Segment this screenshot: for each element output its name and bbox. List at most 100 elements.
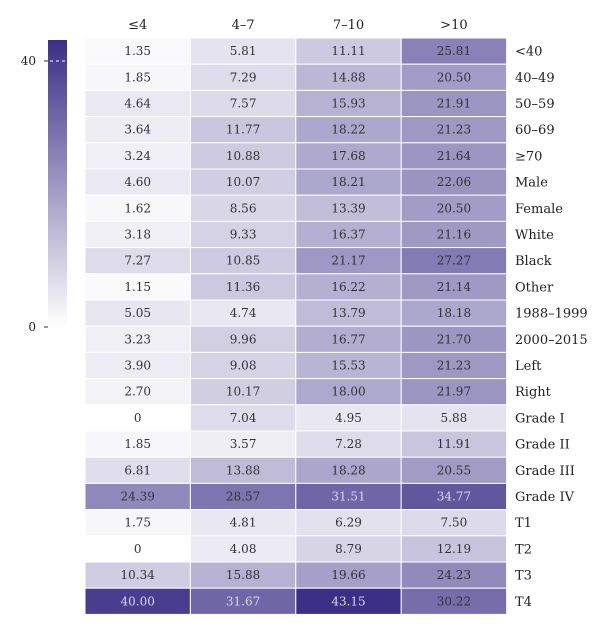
heatmap-cell [189, 63, 297, 91]
column-label: 4–7 [232, 18, 255, 33]
heatmap-cell [189, 378, 297, 406]
cell-value-label: 10.07 [226, 175, 260, 189]
row-label: Other [515, 280, 554, 295]
cell-value-label: 21.23 [437, 123, 471, 137]
cell-value-label: 6.29 [335, 516, 362, 530]
cell-value-label: 21.14 [437, 280, 472, 294]
heatmap-cell [295, 587, 402, 615]
heatmap-cell [400, 351, 508, 380]
row-label: T2 [515, 542, 532, 557]
heatmap-cell [295, 142, 402, 170]
heatmap-cell [189, 116, 297, 144]
heatmap-cell [400, 273, 508, 301]
cell-value-label: 1.85 [124, 437, 151, 451]
cell-value-label: 20.50 [437, 70, 471, 84]
cell-value-label: 0 [134, 542, 142, 556]
cell-value-label: 15.93 [331, 97, 365, 111]
row-label: Grade II [515, 438, 570, 453]
cell-value-label: 31.67 [226, 594, 260, 608]
heatmap-cell [295, 194, 402, 222]
cell-value-label: 4.08 [230, 542, 257, 556]
heatmap-cell [400, 509, 508, 537]
cell-value-label: 13.39 [331, 201, 365, 215]
heatmap-cell [400, 116, 508, 144]
heatmap-cell [295, 325, 402, 353]
heatmap-cell [84, 587, 191, 615]
colorbar-tick-label: 0 [28, 320, 36, 334]
cell-value-label: 17.68 [331, 149, 365, 163]
cell-value-label: 4.64 [124, 97, 151, 111]
cell-value-label: 43.15 [331, 594, 365, 608]
row-label: 60–69 [515, 123, 555, 138]
row-label: Left [515, 359, 542, 374]
cell-value-label: 0 [134, 411, 142, 425]
column-label: ≤4 [128, 18, 147, 33]
heatmap-cell [84, 299, 191, 327]
heatmap-cell [295, 247, 402, 275]
heatmap-cell [400, 378, 508, 406]
heatmap-cell [189, 404, 297, 432]
heatmap-cell [400, 535, 508, 563]
cell-value-label: 11.91 [437, 437, 471, 451]
cell-value-label: 7.29 [230, 70, 257, 84]
heatmap-cell [189, 89, 297, 118]
heatmap-cell [295, 509, 402, 537]
cell-value-label: 10.88 [226, 149, 260, 163]
column-labels: ≤4 4–7 7–10 >10 [128, 18, 468, 33]
heatmap-cell [295, 535, 402, 563]
row-label: Right [515, 385, 552, 400]
heatmap-cell [400, 89, 508, 118]
cell-value-label: 5.05 [124, 306, 151, 320]
heatmap-cell [295, 456, 402, 484]
cell-value-label: 9.33 [230, 228, 257, 242]
row-label: Grade IV [515, 490, 575, 505]
cell-value-label: 9.08 [230, 359, 257, 373]
heatmap-cell [400, 325, 508, 353]
cell-value-label: 31.51 [331, 490, 365, 504]
heatmap-cell [84, 194, 191, 222]
cell-value-label: 18.00 [331, 385, 365, 399]
cell-value-label: 4.74 [230, 306, 257, 320]
cell-value-label: 3.24 [124, 149, 151, 163]
row-label: 1988–1999 [515, 307, 588, 322]
heatmap-cell [84, 89, 191, 118]
heatmap-cell [189, 194, 297, 222]
heatmap-cell [84, 325, 191, 353]
cell-value-label: 18.28 [331, 463, 365, 477]
cell-value-label: 27.27 [437, 254, 471, 268]
row-label: Grade III [515, 464, 575, 479]
cell-value-label: 11.36 [226, 280, 260, 294]
column-label: >10 [440, 18, 467, 33]
row-label: 50–59 [515, 97, 555, 112]
cell-value-label: 5.88 [441, 411, 468, 425]
cell-value-label: 2.70 [124, 385, 151, 399]
heatmap-cell [400, 482, 508, 511]
cell-value-label: 21.16 [437, 228, 471, 242]
heatmap-cell [295, 89, 402, 118]
cell-value-label: 1.62 [124, 201, 151, 215]
row-labels: <40 40–49 50–59 60–69 ≥70 Male Female White Blac… [515, 45, 588, 610]
cell-value-label: 3.90 [124, 359, 151, 373]
heatmap-cell [189, 430, 297, 458]
heatmap-cell [189, 535, 297, 563]
heatmap-cell [400, 587, 508, 615]
column-label: 7–10 [333, 18, 364, 33]
heatmap-cell [189, 142, 297, 170]
heatmap-cell [400, 299, 508, 327]
heatmap-cell [295, 37, 402, 65]
heatmap-cell [400, 404, 508, 432]
cell-value-label: 7.50 [441, 516, 468, 530]
heatmap-cell [400, 142, 508, 170]
colorbar: 0 40 [21, 40, 67, 334]
cell-value-label: 10.85 [226, 254, 260, 268]
heatmap-cell [84, 37, 191, 65]
cell-value-label: 3.64 [124, 123, 151, 137]
cell-value-label: 21.64 [437, 149, 472, 163]
cell-value-label: 16.22 [331, 280, 365, 294]
cell-value-label: 15.53 [331, 359, 365, 373]
heatmap-cell [400, 194, 508, 222]
cell-value-label: 6.81 [124, 463, 151, 477]
heatmap-cell [400, 168, 508, 196]
cell-value-label: 3.18 [124, 228, 151, 242]
